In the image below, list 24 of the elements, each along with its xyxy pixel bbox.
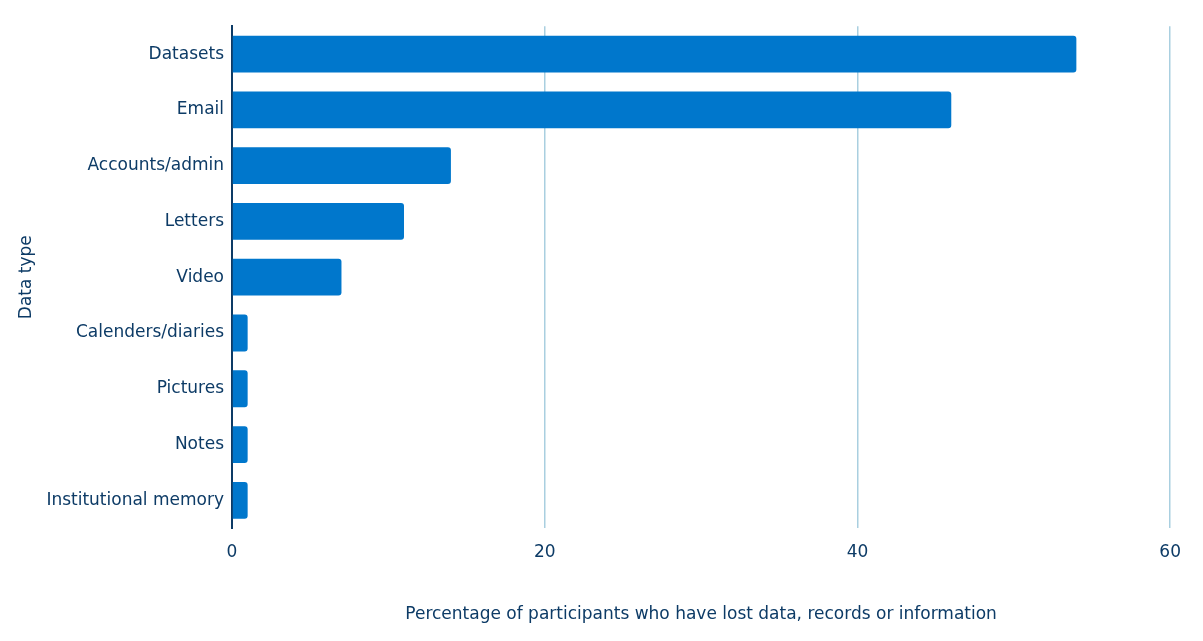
bar — [232, 314, 248, 352]
x-tick-label: 60 — [1159, 540, 1181, 561]
x-tick-label: 0 — [226, 540, 238, 561]
y-tick-label: Notes — [174, 432, 225, 453]
y-tick-label: Video — [176, 265, 225, 286]
y-axis-title: Data type — [14, 235, 35, 320]
bar — [232, 370, 248, 408]
y-tick-label: Letters — [164, 209, 225, 230]
x-tick-label: 40 — [846, 540, 869, 561]
y-tick-label: Calenders/diaries — [75, 321, 225, 342]
y-tick-label: Email — [176, 98, 225, 119]
y-tick-label: Accounts/admin — [87, 154, 225, 175]
bar — [232, 203, 405, 240]
bar — [232, 91, 952, 129]
x-axis-title: Percentage of participants who have lost data, records or information — [405, 603, 997, 624]
x-tick-label: 20 — [533, 540, 556, 561]
bar — [232, 481, 248, 519]
bar — [232, 35, 1077, 73]
y-tick-label: Pictures — [156, 377, 225, 398]
y-tick-label: Institutional memory — [46, 488, 225, 509]
y-tick-label: Datasets — [148, 42, 225, 63]
bar — [232, 426, 248, 463]
bar — [232, 258, 342, 296]
bar — [232, 147, 451, 185]
